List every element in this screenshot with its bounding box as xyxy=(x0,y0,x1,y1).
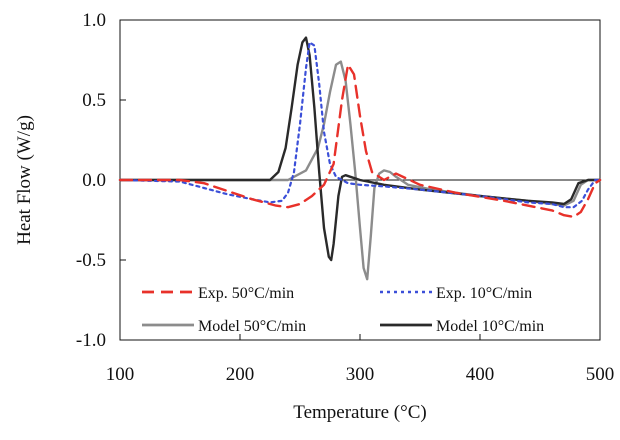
legend-label-2: Model 50°C/min xyxy=(198,318,306,335)
y-tick-label: 0.5 xyxy=(82,90,106,111)
y-tick-label: -0.5 xyxy=(76,250,106,271)
chart-legend: Exp. 50°C/min Exp. 10°C/min Model 50°C/min… xyxy=(142,285,544,335)
series-line-3 xyxy=(118,36,602,262)
series-line-0 xyxy=(118,63,602,218)
x-tick-label: 200 xyxy=(226,364,255,385)
legend-label-3: Model 10°C/min xyxy=(436,318,544,335)
series-line-2 xyxy=(118,60,602,281)
chart-axes: -1.0 -0.5 0.0 0.5 1.0 100 200 300 400 500 xyxy=(76,10,614,385)
legend-label-0: Exp. 50°C/min xyxy=(198,285,294,302)
x-axis-title: Temperature (°C) xyxy=(293,402,426,423)
y-tick-label: -1.0 xyxy=(76,330,106,351)
x-tick-label: 400 xyxy=(466,364,495,385)
x-tick-label: 100 xyxy=(106,364,135,385)
legend-label-1: Exp. 10°C/min xyxy=(436,285,532,302)
series-line-1 xyxy=(118,41,602,209)
y-tick-label: 0.0 xyxy=(82,170,106,191)
y-axis-title: Heat Flow (W/g) xyxy=(14,115,35,245)
y-tick-label: 1.0 xyxy=(82,10,106,31)
series-layer xyxy=(118,36,602,281)
x-tick-label: 300 xyxy=(346,364,375,385)
x-tick-label: 500 xyxy=(586,364,615,385)
